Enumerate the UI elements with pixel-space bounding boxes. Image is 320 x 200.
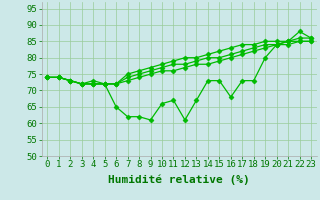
X-axis label: Humidité relative (%): Humidité relative (%)	[108, 175, 250, 185]
